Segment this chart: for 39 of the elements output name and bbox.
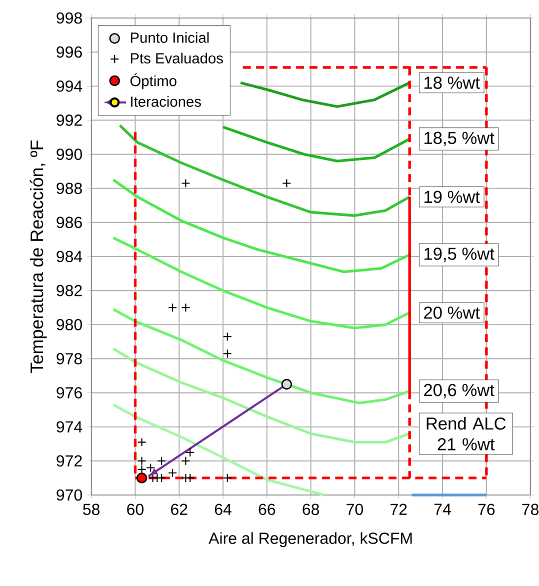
y-tick-label: 994 bbox=[56, 80, 82, 92]
x-tick-label: 70 bbox=[346, 504, 363, 516]
legend-label: Óptimo bbox=[130, 73, 176, 90]
x-tick-label: 60 bbox=[127, 504, 144, 516]
y-tick-label: 984 bbox=[56, 250, 82, 262]
x-tick-label: 78 bbox=[522, 504, 539, 516]
x-tick-label: 64 bbox=[214, 504, 232, 516]
y-tick-label: 972 bbox=[56, 455, 82, 467]
x-tick-label: 68 bbox=[302, 504, 320, 516]
legend-label: Iteraciones bbox=[131, 96, 201, 107]
y-tick-label: 976 bbox=[56, 387, 82, 398]
x-tick-label: 62 bbox=[171, 504, 188, 516]
y-tick-label: 992 bbox=[56, 114, 82, 126]
series-label: 20 %wt bbox=[424, 306, 480, 319]
y-axis-title: Temperatura de Reacción, ºF bbox=[30, 140, 47, 373]
legend-label: Punto Inicial bbox=[130, 32, 209, 43]
y-tick-label: 990 bbox=[56, 148, 82, 160]
legend-label: Pts Evaluados bbox=[130, 52, 223, 64]
x-tick-label: 74 bbox=[434, 504, 451, 515]
y-tick-label: 988 bbox=[56, 182, 82, 194]
series-label: 20,6 %wt bbox=[424, 384, 494, 398]
y-tick-label: 998 bbox=[56, 12, 82, 24]
y-tick-label: 970 bbox=[56, 489, 82, 501]
series-label: 18 %wt bbox=[424, 76, 480, 89]
y-tick-label: 986 bbox=[56, 216, 82, 228]
y-tick-label: 982 bbox=[56, 284, 82, 296]
series-label: 19,5 %wt bbox=[424, 248, 494, 262]
series-label: 19 %wt bbox=[424, 190, 480, 204]
y-tick-label: 978 bbox=[56, 353, 82, 364]
y-tick-label: 974 bbox=[56, 421, 82, 433]
x-tick-label: 66 bbox=[258, 504, 276, 516]
x-axis-title: Aire al Regenerador, kSCFM bbox=[208, 532, 412, 548]
x-tick-label: 72 bbox=[390, 504, 407, 515]
y-tick-label: 980 bbox=[56, 318, 82, 330]
y-tick-label: 996 bbox=[56, 46, 82, 58]
series-label: Rend ALC 21 %wt bbox=[426, 416, 506, 450]
x-tick-label: 58 bbox=[83, 504, 100, 516]
x-tick-label: 76 bbox=[478, 504, 495, 516]
series-label: 18,5 %wt bbox=[424, 132, 494, 146]
